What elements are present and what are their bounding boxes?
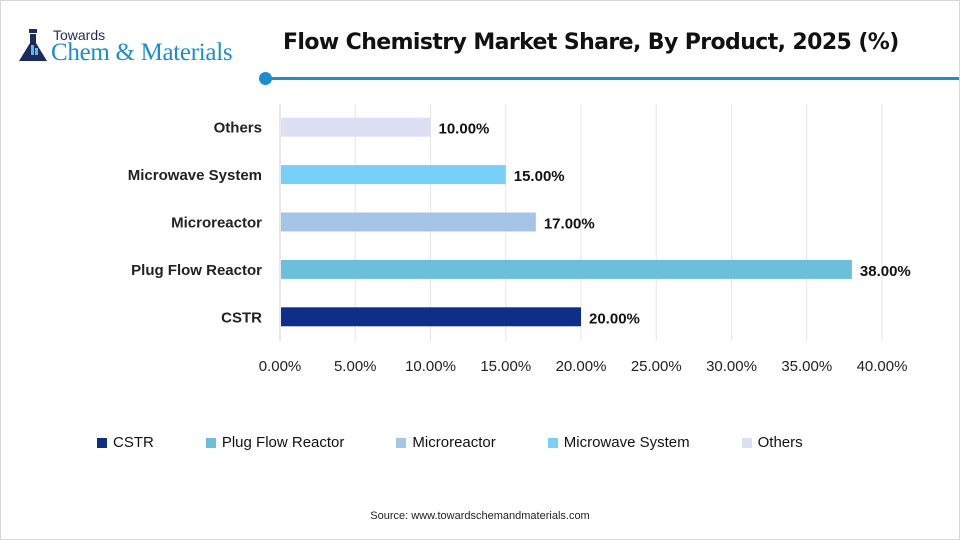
y-category-label: Others: [214, 120, 262, 137]
x-tick-label: 0.00%: [259, 358, 302, 375]
brand-line1: Towards: [53, 27, 106, 43]
legend-item: Microreactor: [396, 434, 496, 451]
x-tick-label: 10.00%: [405, 358, 456, 375]
source-note: Source: www.towardschemandmaterials.com: [370, 510, 590, 522]
bar-cstr: [281, 307, 581, 327]
title-rule: [266, 77, 959, 80]
legend-label: CSTR: [113, 434, 154, 451]
brand-line2: Chem & Materials: [51, 39, 233, 66]
y-category-label: Microreactor: [171, 215, 262, 232]
bar-microwave-system: [281, 165, 506, 185]
data-label: 17.00%: [544, 216, 595, 233]
legend-item: Plug Flow Reactor: [205, 434, 345, 451]
bar-others: [281, 117, 431, 137]
data-label: 15.00%: [514, 168, 565, 185]
legend-item: CSTR: [97, 434, 154, 451]
legend-swatch: [547, 437, 558, 448]
data-label: 38.00%: [860, 263, 911, 280]
chart-title: Flow Chemistry Market Share, By Product,…: [283, 30, 899, 55]
bar-plug-flow-reactor: [281, 259, 852, 279]
x-tick-label: 25.00%: [631, 358, 682, 375]
x-tick-label: 20.00%: [556, 358, 607, 375]
x-tick-label: 35.00%: [781, 358, 832, 375]
y-category-label: Plug Flow Reactor: [131, 262, 262, 279]
legend-label: Plug Flow Reactor: [221, 434, 345, 451]
legend-swatch: [97, 437, 107, 448]
flask-icon: [19, 29, 47, 61]
legend-item: Others: [741, 434, 803, 451]
data-label: 10.00%: [439, 121, 490, 138]
x-tick-label: 5.00%: [334, 358, 377, 375]
x-tick-label: 40.00%: [857, 358, 908, 375]
legend-label: Others: [757, 434, 803, 451]
legend-item: Microwave System: [547, 434, 690, 451]
x-tick-label: 15.00%: [480, 358, 531, 375]
legend-label: Microreactor: [412, 434, 496, 451]
bar-microreactor: [281, 212, 536, 232]
x-tick-label: 30.00%: [706, 358, 757, 375]
legend-swatch: [205, 437, 216, 448]
y-category-label: CSTR: [221, 309, 262, 326]
legend: CSTR Plug Flow Reactor Microreactor Microwa…: [97, 434, 803, 451]
plot-area: 0.00% 5.00% 10.00% 15.00% 20.00% 25.00% 30.00%…: [128, 104, 911, 375]
data-label: 20.00%: [589, 310, 640, 327]
y-category-label: Microwave System: [128, 167, 262, 184]
title-rule-dot: [259, 72, 272, 85]
legend-swatch: [396, 437, 407, 448]
legend-swatch: [741, 437, 752, 448]
legend-label: Microwave System: [563, 434, 690, 451]
